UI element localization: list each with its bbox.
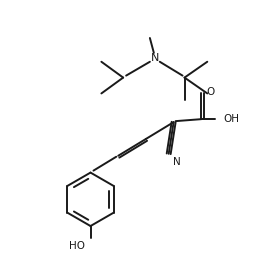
Text: OH: OH — [223, 114, 239, 124]
Text: HO: HO — [69, 241, 85, 251]
Text: N: N — [151, 53, 159, 63]
Text: O: O — [206, 87, 215, 97]
Text: N: N — [173, 157, 180, 167]
